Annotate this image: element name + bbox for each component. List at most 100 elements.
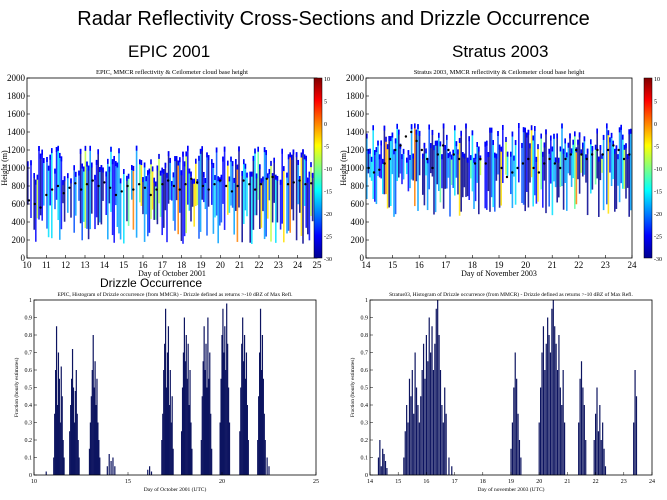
y-tick-label: 0.5 [361,386,369,392]
reflectivity-column [268,168,271,201]
drizzle-bar [186,378,188,475]
cloud-top-edge [470,155,472,161]
colorbar [313,77,323,259]
drizzle-bar [428,317,430,475]
cloud-top-edge [217,176,219,182]
drizzle-bar [98,440,100,475]
reflectivity-column [394,138,397,215]
cloud-top-edge [393,149,395,155]
reflectivity-column [478,146,480,215]
reflectivity-column [415,129,418,182]
cloud-top-edge [151,166,154,172]
reflectivity-column [198,155,200,239]
reflectivity-column [612,140,614,180]
reflectivity-column [140,160,143,206]
y-tick-label: 2000 [346,73,365,83]
cloud-base-point [612,144,615,147]
drizzle-bar [69,431,71,475]
cloud-top-edge [233,177,235,183]
cloud-base-point [166,179,170,182]
drizzle-bar [91,370,93,475]
cloud-top-edge [394,138,397,144]
reflectivity-column [441,154,443,189]
cloud-top-edge [161,167,163,173]
cloud-top-edge [132,165,135,171]
cloud-top-edge [171,180,173,186]
drizzle-bar [45,471,47,475]
drizzle-bar [210,413,212,475]
cloud-top-edge [223,146,226,152]
reflectivity-column [238,146,240,208]
cloud-top-edge [398,129,400,135]
colorbar-tick-label: -25 [324,235,332,241]
drizzle-bar [258,396,260,475]
reflectivity-column [407,150,410,192]
drizzle-bar [147,469,149,475]
cloud-top-edge [562,148,565,154]
cloud-top-edge [289,152,291,158]
drizzle-bar [76,413,78,475]
cloud-base-point [548,157,551,161]
cloud-top-edge [43,157,45,163]
cloud-base-point [286,183,290,186]
reflectivity-column [518,123,520,183]
cloud-top-edge [594,144,597,150]
drizzle-bar [93,387,95,475]
colorbar-tick-label: -15 [654,190,662,196]
reflectivity-column [179,157,181,213]
cloud-top-edge [265,150,267,156]
cloud-top-edge [230,156,232,162]
cloud-top-edge [583,136,586,142]
drizzle-bar [516,378,518,475]
reflectivity-column [452,149,454,188]
drizzle-bar [411,370,413,475]
cloud-top-edge [299,176,301,182]
reflectivity-column [422,153,424,195]
cloud-top-edge [540,133,542,139]
reflectivity-column [551,146,554,216]
y-tick-label: 0.7 [361,351,369,357]
reflectivity-column [228,176,231,213]
drizzle-bar [225,370,227,475]
reflectivity-column [550,135,552,184]
cloud-top-edge [460,130,462,136]
cloud-top-edge [119,178,122,184]
x-tick-label: 17 [441,260,451,270]
cloud-top-edge [468,136,470,142]
cloud-top-edge [179,157,181,163]
drizzle-bar [603,448,605,475]
cloud-top-edge [388,135,390,141]
drizzle-bar [417,405,419,475]
cloud-top-edge [131,164,133,170]
reflectivity-column [59,152,61,240]
drizzle-bar [554,326,556,475]
cloud-top-edge [444,145,446,151]
drizzle-bar [386,468,388,475]
cloud-top-edge [79,148,82,154]
cloud-top-edge [262,176,264,182]
reflectivity-column [271,173,274,223]
colorbar-tick-label: 0 [324,122,327,128]
drizzle-bar [169,370,171,475]
reflectivity-column [150,159,152,219]
y-tick-label: 1400 [346,127,365,137]
drizzle-bar [555,343,557,475]
y-axis-label: Fraction (hourly estimates) [13,358,20,418]
cloud-top-edge [271,173,274,179]
cloud-top-edge [598,156,600,162]
reflectivity-column [310,162,312,216]
reflectivity-column [193,178,195,227]
drizzle-bar [150,471,153,475]
reflectivity-column [577,139,579,180]
reflectivity-column [607,130,610,214]
reflectivity-column [442,123,445,209]
reflectivity-column [262,176,264,212]
cloud-top-edge [407,150,410,156]
drizzle-bar [518,440,521,475]
colorbar-tick-label: -30 [324,257,332,263]
cloud-base-point [372,171,376,174]
drizzle-bar [62,440,64,475]
drizzle-bar [448,457,450,475]
cloud-base-point [394,148,397,152]
reflectivity-column [292,149,295,221]
